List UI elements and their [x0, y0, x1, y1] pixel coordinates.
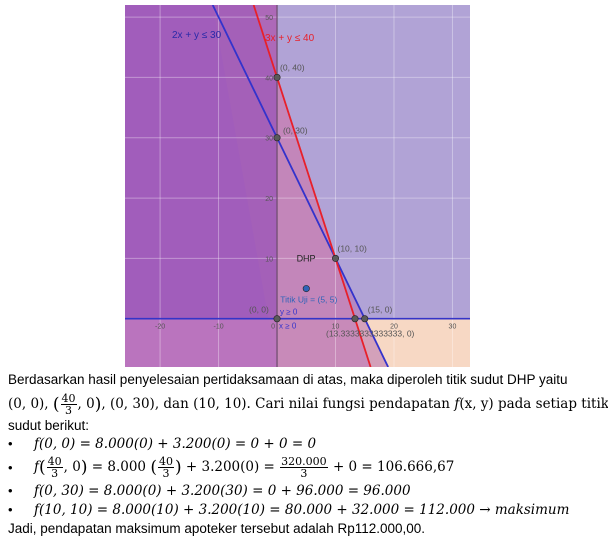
corner-point — [273, 315, 281, 323]
constraint-line — [211, 5, 389, 367]
corner-point — [273, 73, 281, 81]
point-label: (0, 30) — [283, 126, 308, 136]
x-tick-label: -20 — [155, 324, 165, 331]
paragraph-points-rest: , (0, 30), dan (10, 10). Cari nilai fung… — [101, 396, 455, 412]
y-tick-label: 40 — [265, 75, 273, 82]
point-label: (13.3333333333333, 0) — [326, 329, 415, 339]
x-tick-label: 0 — [271, 324, 275, 331]
corner-point — [302, 285, 310, 293]
conclusion: Jadi, pendapatan maksimum apoteker terse… — [8, 521, 426, 536]
constraint-label-blue: 2x + y ≤ 30 — [172, 30, 222, 41]
bullet-icon: • — [8, 502, 13, 517]
corner-point — [273, 134, 281, 142]
constraint-label-x-ge-0: x ≥ 0 — [279, 322, 297, 331]
point-label: (0, 40) — [280, 62, 305, 72]
bullet-icon: • — [8, 460, 13, 475]
graph-labels: 2x + y ≤ 30 3x + y ≤ 40 x ≥ 0 y ≥ 0 (0, 0) (0… — [172, 30, 415, 339]
point-label: (0, 0) — [249, 305, 269, 315]
graph-area: -20 -10 10 20 30 0 10 20 30 40 50 2x + y ≤ 30 3x + … — [125, 5, 470, 367]
shaded-regions — [125, 5, 470, 367]
constraint-line — [252, 5, 372, 367]
corner-point — [351, 315, 359, 323]
constraint-label-red: 3x + y ≤ 40 — [265, 33, 315, 44]
bullet-icon: • — [8, 483, 13, 498]
calc-10-10: f(10, 10) = 8.000(10) + 3.200(10) = 80.0… — [34, 502, 570, 518]
y-tick-label: 30 — [265, 136, 273, 143]
x-tick-label: 10 — [332, 324, 340, 331]
bullet-icon: • — [8, 436, 13, 451]
y-tick-label: 50 — [265, 15, 273, 22]
point-label: Titik Uji = (5, 5) — [280, 295, 337, 305]
calc-0-30: f(0, 30) = 8.000(0) + 3.200(30) = 0 + 96… — [34, 483, 411, 499]
fraction-320000-3: 320.000 3 — [280, 455, 328, 480]
constraint-label-y-ge-0: y ≥ 0 — [280, 308, 298, 317]
point-label: (15, 0) — [368, 305, 393, 315]
fraction-40-3: 40 3 — [60, 392, 77, 417]
annotation-dhp: DHP — [297, 253, 316, 263]
corner-point — [332, 254, 340, 262]
axis-ticks: -20 -10 10 20 30 0 10 20 30 40 50 — [155, 15, 456, 331]
region-left-overlap — [125, 5, 278, 367]
calc-origin: f(0, 0) = 8.000(0) + 3.200(0) = 0 + 0 = … — [34, 436, 317, 452]
y-tick-label: 20 — [265, 196, 273, 203]
corner-point — [361, 315, 369, 323]
y-tick-label: 10 — [265, 256, 273, 263]
paragraph-sudut: sudut berikut: — [8, 418, 90, 433]
corner-points — [273, 73, 369, 323]
point-origin: (0, 0), — [8, 396, 53, 412]
region-bottom-left — [125, 318, 278, 367]
paragraph-points: (0, 0), (40 3, 0), (0, 30), dan (10, 10).… — [8, 392, 608, 417]
x-tick-label: 20 — [390, 324, 398, 331]
constraint-lines — [211, 5, 389, 367]
calc-frac-point: f(40 3, 0) = 8.000 (40 3) + 3.200(0) = 320… — [34, 455, 455, 480]
point-label: (10, 10) — [338, 243, 367, 253]
x-tick-label: -10 — [213, 324, 223, 331]
paragraph-intro: Berdasarkan hasil penyelesaian pertidaks… — [8, 372, 568, 387]
grid-lines — [125, 5, 470, 367]
x-tick-label: 30 — [449, 324, 457, 331]
